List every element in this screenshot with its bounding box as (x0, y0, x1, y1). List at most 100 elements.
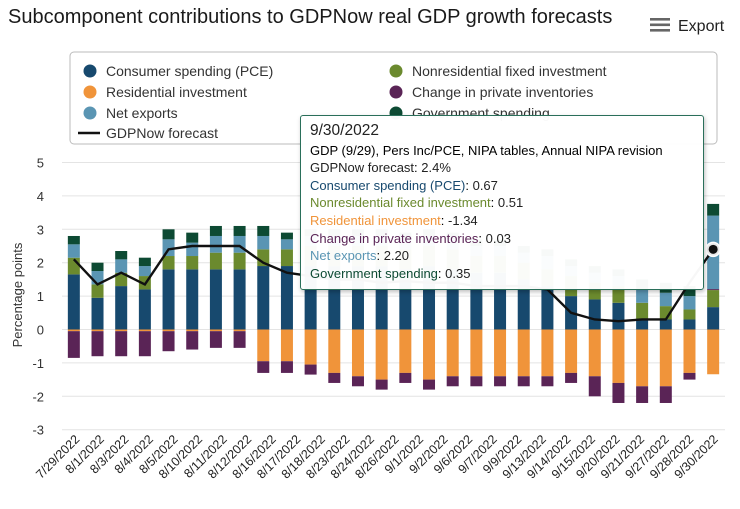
bar-segment[interactable] (612, 302, 625, 330)
bar-segment[interactable] (280, 249, 293, 267)
bar-segment[interactable] (328, 372, 341, 383)
export-button[interactable]: Export (650, 16, 724, 37)
bar-segment[interactable] (91, 284, 104, 298)
legend-marker[interactable] (83, 64, 97, 78)
bar-segment[interactable] (115, 272, 128, 287)
bar-segment[interactable] (209, 331, 222, 348)
bar-segment[interactable] (257, 329, 270, 362)
bar-segment[interactable] (162, 329, 175, 332)
bar-segment[interactable] (351, 329, 364, 377)
bar-segment[interactable] (541, 286, 554, 330)
bar-segment[interactable] (683, 319, 696, 330)
bar-segment[interactable] (470, 376, 483, 387)
bar-segment[interactable] (233, 329, 246, 332)
legend-label[interactable]: Residential investment (106, 84, 247, 100)
bar-segment[interactable] (67, 235, 80, 245)
bar-segment[interactable] (138, 257, 151, 267)
legend-label[interactable]: Net exports (106, 105, 178, 121)
bar-segment[interactable] (588, 299, 601, 330)
bar-segment[interactable] (375, 379, 388, 390)
bar-segment[interactable] (423, 329, 436, 380)
highlight-point[interactable] (708, 244, 718, 254)
bar-segment[interactable] (565, 329, 578, 373)
bar-segment[interactable] (91, 329, 104, 332)
bar-segment[interactable] (209, 235, 222, 253)
bar-segment[interactable] (280, 239, 293, 250)
bar-segment[interactable] (115, 286, 128, 330)
legend-marker[interactable] (389, 85, 403, 99)
bar-segment[interactable] (186, 232, 199, 243)
bar-segment[interactable] (399, 372, 412, 383)
bar-segment[interactable] (280, 232, 293, 240)
bar-segment[interactable] (138, 331, 151, 357)
bar-segment[interactable] (565, 372, 578, 383)
bar-segment[interactable] (612, 382, 625, 403)
bar-segment[interactable] (209, 225, 222, 236)
bar-segment[interactable] (683, 372, 696, 380)
bar-segment[interactable] (186, 242, 199, 257)
bar-segment[interactable] (707, 289, 720, 291)
legend-label[interactable]: Change in private inventories (412, 84, 593, 100)
bar-segment[interactable] (612, 329, 625, 383)
bar-segment[interactable] (209, 252, 222, 270)
bar-segment[interactable] (636, 289, 649, 303)
bar-segment[interactable] (588, 329, 601, 377)
bar-segment[interactable] (233, 252, 246, 270)
bar-segment[interactable] (707, 329, 720, 375)
bar-segment[interactable] (683, 329, 696, 373)
bar-segment[interactable] (375, 329, 388, 380)
bar-segment[interactable] (494, 376, 507, 387)
bar-segment[interactable] (304, 329, 317, 365)
legend-label[interactable]: Nonresidential fixed investment (412, 63, 607, 79)
bar-segment[interactable] (257, 361, 270, 373)
bar-segment[interactable] (138, 266, 151, 277)
bar-segment[interactable] (162, 256, 175, 270)
bar-segment[interactable] (280, 266, 293, 330)
bar-segment[interactable] (209, 329, 222, 332)
bar-segment[interactable] (186, 256, 199, 270)
bar-segment[interactable] (304, 364, 317, 375)
legend-marker[interactable] (83, 85, 97, 99)
bar-segment[interactable] (683, 296, 696, 310)
bar-segment[interactable] (659, 329, 672, 387)
bar-segment[interactable] (541, 329, 554, 377)
bar-segment[interactable] (67, 274, 80, 330)
bar-segment[interactable] (423, 379, 436, 390)
bar-segment[interactable] (162, 269, 175, 330)
bar-segment[interactable] (186, 331, 199, 350)
bar-segment[interactable] (659, 319, 672, 330)
bar-segment[interactable] (636, 386, 649, 403)
legend-marker[interactable] (83, 106, 97, 120)
legend-marker[interactable] (389, 64, 403, 78)
bar-segment[interactable] (138, 329, 151, 332)
bar-segment[interactable] (67, 331, 80, 358)
bar-segment[interactable] (67, 244, 80, 258)
bar-segment[interactable] (91, 262, 104, 272)
bar-segment[interactable] (257, 266, 270, 330)
bar-segment[interactable] (257, 235, 270, 250)
bar-segment[interactable] (612, 286, 625, 303)
bar-segment[interactable] (588, 376, 601, 397)
bar-segment[interactable] (233, 331, 246, 348)
bar-segment[interactable] (636, 319, 649, 330)
bar-segment[interactable] (683, 286, 696, 297)
bar-segment[interactable] (517, 279, 530, 330)
bar-segment[interactable] (683, 309, 696, 320)
legend-label[interactable]: GDPNow forecast (106, 125, 218, 141)
bar-segment[interactable] (351, 376, 364, 387)
bar-segment[interactable] (67, 329, 80, 332)
bar-segment[interactable] (186, 269, 199, 330)
bar-segment[interactable] (659, 292, 672, 307)
bar-segment[interactable] (636, 329, 649, 387)
bar-segment[interactable] (138, 289, 151, 330)
bar-segment[interactable] (115, 329, 128, 332)
bar-segment[interactable] (707, 290, 720, 308)
bar-segment[interactable] (707, 307, 720, 330)
legend-label[interactable]: Consumer spending (PCE) (106, 63, 273, 79)
bar-segment[interactable] (470, 329, 483, 377)
bar-segment[interactable] (707, 203, 720, 216)
bar-segment[interactable] (517, 329, 530, 377)
bar-segment[interactable] (517, 376, 530, 387)
bar-segment[interactable] (162, 331, 175, 352)
bar-segment[interactable] (186, 329, 199, 332)
